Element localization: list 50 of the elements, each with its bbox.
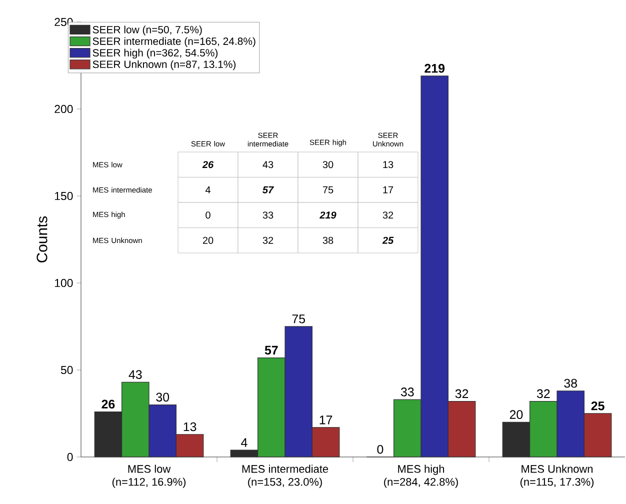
data-label: 38: [564, 378, 577, 388]
data-label: 38: [322, 236, 334, 244]
data-label: 13: [383, 161, 394, 168]
data-label: 20: [202, 236, 214, 244]
data-label: 43: [128, 370, 142, 379]
y-tick-label: 100: [54, 278, 73, 288]
data-label: 30: [156, 392, 170, 402]
data-label: 17: [383, 186, 394, 194]
data-label: 25: [382, 236, 394, 244]
data-label: 0: [206, 212, 210, 219]
legend-label: SEER low (n=50, 7.5%): [92, 26, 202, 36]
data-label: 32: [455, 389, 468, 398]
legend-label: SEER intermediate (n=165, 24.8%): [92, 37, 256, 47]
data-label: 32: [536, 389, 550, 398]
data-label: 219: [424, 64, 445, 73]
x-tick-label: MES intermediate: [242, 464, 328, 473]
text: (n=153, 23.0%): [248, 478, 322, 488]
data-label: 57: [262, 186, 274, 194]
data-label: 20: [510, 410, 523, 419]
x-tick-label: MES Unknown: [522, 464, 593, 473]
data-label: 25: [591, 401, 604, 410]
text: (n=284, 42.8%): [384, 478, 458, 488]
x-tick-label: MES low: [128, 464, 171, 473]
data-label: 13: [184, 422, 196, 432]
data-label: 4: [241, 438, 248, 447]
text: (n=112, 16.9%): [112, 478, 186, 488]
data-label: 75: [292, 314, 306, 324]
data-label: 26: [202, 161, 214, 168]
data-label: 32: [262, 236, 274, 244]
data-label: 33: [262, 212, 274, 219]
y-tick-label: 200: [54, 104, 73, 114]
data-label: 32: [382, 212, 394, 219]
text: (n=115, 17.3%): [520, 478, 594, 488]
data-label: 219: [320, 212, 336, 219]
data-label: 43: [262, 161, 274, 168]
data-label: 30: [322, 161, 334, 168]
x-tick-label: MES high: [398, 464, 444, 475]
data-label: 26: [102, 400, 115, 409]
legend-label: SEER Unknown (n=87, 13.1%): [92, 60, 236, 70]
y-tick-label: 150: [54, 192, 73, 200]
data-label: 57: [264, 346, 278, 355]
y-tick-label: 50: [60, 366, 73, 374]
data-label: 0: [377, 444, 384, 454]
y-tick-label: 0: [67, 452, 73, 462]
legend-label: SEER high (n=362, 54.5%): [92, 48, 218, 59]
data-label: 33: [400, 388, 414, 396]
data-label: 75: [322, 186, 334, 194]
data-label: 17: [320, 416, 332, 424]
y-axis-title: Counts: [36, 216, 48, 262]
data-label: 4: [205, 186, 210, 194]
